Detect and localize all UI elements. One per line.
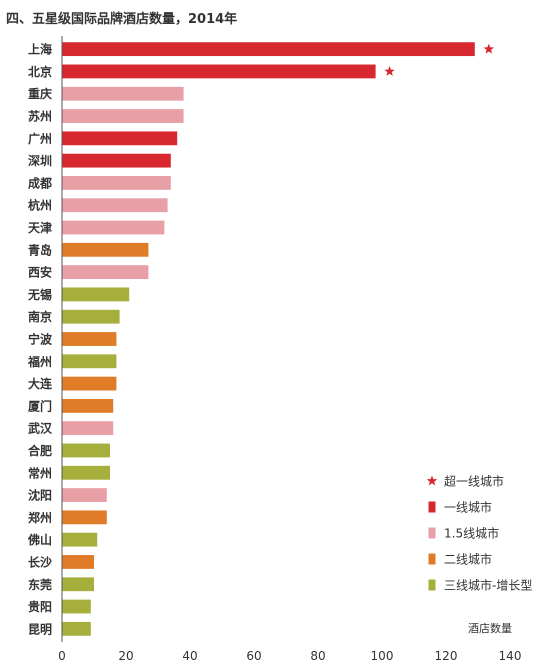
bar-广州 — [62, 131, 178, 146]
bar-大连 — [62, 376, 117, 391]
x-tick-label: 80 — [310, 649, 325, 663]
bar-常州 — [62, 465, 110, 480]
category-label: 北京 — [28, 64, 52, 79]
category-label: 广州 — [28, 131, 52, 146]
bar-昆明 — [62, 621, 91, 636]
x-tick-label: 40 — [182, 649, 197, 663]
star-icon — [483, 43, 495, 54]
bar-贵阳 — [62, 599, 91, 614]
bar-北京 — [62, 64, 376, 79]
bar-宁波 — [62, 332, 117, 346]
category-label: 上海 — [28, 42, 52, 57]
bar-苏州 — [62, 109, 184, 123]
legend-swatch — [428, 553, 436, 565]
category-label: 郑州 — [28, 510, 52, 525]
category-label: 长沙 — [28, 554, 52, 569]
bar-福州 — [62, 354, 117, 369]
bar-东莞 — [62, 577, 94, 592]
x-axis-title: 酒店数量 — [468, 621, 512, 635]
bar-厦门 — [62, 398, 114, 413]
bars-layer — [62, 42, 495, 636]
category-label: 重庆 — [28, 86, 52, 101]
category-label: 成都 — [28, 175, 52, 190]
x-tick-label: 60 — [246, 649, 261, 663]
x-tick-label: 140 — [499, 649, 522, 663]
legend-label: 三线城市-增长型 — [444, 578, 532, 593]
category-labels: 上海北京重庆苏州广州深圳成都杭州天津青岛西安无锡南京宁波福州大连厦门武汉合肥常州… — [27, 42, 53, 637]
x-tick-label: 20 — [118, 649, 133, 663]
category-label: 佛山 — [27, 532, 52, 547]
category-label: 昆明 — [28, 622, 52, 636]
legend-swatch — [428, 501, 436, 513]
category-label: 厦门 — [28, 398, 52, 413]
bar-长沙 — [62, 555, 94, 569]
bar-上海 — [62, 42, 475, 57]
legend-label: 1.5线城市 — [444, 526, 499, 541]
category-label: 合肥 — [28, 443, 52, 458]
category-label: 南京 — [28, 309, 52, 324]
bar-合肥 — [62, 443, 110, 458]
x-tick-label: 0 — [58, 649, 66, 663]
category-label: 大连 — [28, 376, 53, 391]
bar-成都 — [62, 176, 171, 190]
category-label: 贵阳 — [28, 599, 52, 614]
category-label: 杭州 — [28, 198, 52, 213]
chart-title: 四、五星级国际品牌酒店数量，2014年 — [6, 12, 238, 27]
bar-佛山 — [62, 532, 98, 547]
bar-天津 — [62, 220, 165, 235]
bar-武汉 — [62, 421, 114, 436]
category-label: 武汉 — [28, 421, 53, 436]
bar-南京 — [62, 309, 120, 324]
bar-沈阳 — [62, 488, 107, 502]
category-label: 东莞 — [28, 577, 52, 592]
category-label: 天津 — [28, 220, 52, 235]
bar-重庆 — [62, 86, 184, 101]
legend-label: 二线城市 — [444, 552, 492, 567]
category-label: 无锡 — [27, 287, 52, 302]
category-label: 福州 — [27, 354, 52, 369]
bar-深圳 — [62, 153, 171, 168]
category-label: 常州 — [28, 465, 52, 480]
legend-swatch — [428, 527, 436, 539]
bar-郑州 — [62, 510, 107, 525]
bar-西安 — [62, 265, 149, 280]
star-icon — [384, 65, 395, 76]
category-label: 宁波 — [28, 332, 53, 347]
bar-青岛 — [62, 242, 149, 257]
x-axis: 0 20 40 60 80 100 120 140 酒店数量 — [58, 36, 521, 663]
category-label: 苏州 — [28, 109, 52, 124]
bar-无锡 — [62, 287, 130, 302]
legend-star-icon — [426, 475, 438, 486]
category-label: 西安 — [28, 265, 52, 280]
category-label: 深圳 — [28, 153, 52, 168]
x-tick-label: 100 — [371, 649, 394, 663]
category-label: 青岛 — [28, 242, 52, 257]
legend-label: 超一线城市 — [444, 474, 504, 489]
legend-label: 一线城市 — [444, 500, 492, 515]
legend-swatch — [428, 579, 436, 591]
bar-杭州 — [62, 198, 168, 213]
x-tick-label: 120 — [435, 649, 458, 663]
category-label: 沈阳 — [28, 488, 52, 503]
